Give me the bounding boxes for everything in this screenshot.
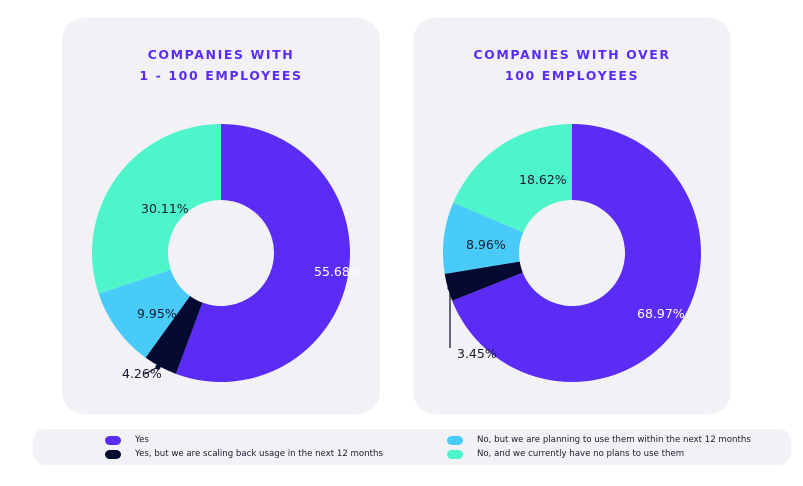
legend-swatch — [105, 449, 121, 459]
data-label: 4.26% — [122, 366, 162, 381]
donut-chart-small-companies: 55.68% 4.26% 9.95% 30.11% — [92, 124, 362, 382]
slice-no-plans — [92, 124, 221, 294]
slice-scaling-back — [145, 295, 203, 374]
legend-label: Yes, but we are scaling back usage in th… — [135, 449, 383, 459]
chart-title-line-1: COMPANIES WITH — [147, 47, 295, 62]
slice-yes — [175, 124, 350, 382]
legend-swatch — [447, 449, 463, 459]
chart-title: COMPANIES WITH 1 - 100 EMPLOYEES — [62, 44, 380, 86]
legend-item-yes: Yes — [105, 433, 149, 447]
legend-item-no-plans: No, and we currently have no plans to us… — [447, 447, 684, 461]
legend-swatch — [447, 435, 463, 445]
legend-item-scaling-back: Yes, but we are scaling back usage in th… — [105, 447, 383, 461]
donut-chart-large-companies: 68.97% 3.45% 8.96% 18.62% — [443, 123, 701, 382]
chart-title-line-1: COMPANIES WITH OVER — [473, 47, 671, 62]
slice-planning — [443, 202, 524, 274]
data-label: 55.68% — [314, 264, 362, 279]
data-label: 68.97% — [637, 306, 685, 321]
data-label: 9.95% — [137, 306, 177, 321]
chart-title-line-2: 100 EMPLOYEES — [504, 68, 640, 83]
legend-swatch — [105, 435, 121, 445]
legend-label: Yes — [135, 435, 149, 445]
legend-label: No, and we currently have no plans to us… — [477, 449, 685, 459]
chart-title: COMPANIES WITH OVER 100 EMPLOYEES — [413, 44, 731, 86]
slice-yes — [452, 124, 701, 382]
chart-panel-small-companies: COMPANIES WITH 1 - 100 EMPLOYEES 55.68% 4… — [62, 18, 380, 414]
data-label: 18.62% — [519, 172, 567, 187]
chart-title-line-2: 1 - 100 EMPLOYEES — [139, 68, 303, 83]
slice-scaling-back — [444, 261, 523, 301]
data-label: 30.11% — [141, 201, 189, 216]
callout-line — [144, 366, 159, 375]
chart-legend: Yes Yes, but we are scaling back usage i… — [33, 429, 791, 465]
slice-planning — [98, 269, 191, 358]
data-label: 3.45% — [457, 346, 497, 361]
legend-label: No, but we are planning to use them with… — [477, 435, 751, 445]
legend-item-planning: No, but we are planning to use them with… — [447, 433, 751, 447]
data-label: 8.96% — [466, 237, 506, 252]
chart-panel-large-companies: COMPANIES WITH OVER 100 EMPLOYEES 68.97%… — [413, 18, 731, 414]
slice-no-plans — [453, 123, 572, 233]
